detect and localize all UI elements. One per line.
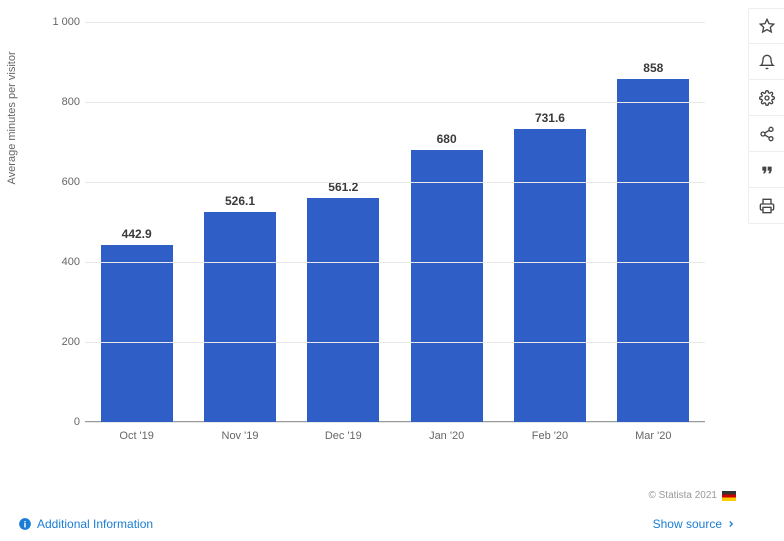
y-axis-label: Average minutes per visitor <box>6 51 18 184</box>
bar-group: 858Mar '20 <box>602 79 705 422</box>
x-tick-label: Nov '19 <box>222 430 259 442</box>
right-toolbar <box>748 8 784 224</box>
bar[interactable] <box>307 198 379 422</box>
print-icon <box>759 198 775 214</box>
grid-line <box>85 182 705 183</box>
plot-area: 442.9Oct '19526.1Nov '19561.2Dec '19680J… <box>85 22 705 422</box>
favorite-button[interactable] <box>749 8 784 44</box>
bell-icon <box>759 54 775 70</box>
footer-row: Additional Information Show source <box>18 517 736 531</box>
x-tick-label: Oct '19 <box>119 430 154 442</box>
y-tick-label: 400 <box>40 256 80 268</box>
copyright-row: © Statista 2021 <box>648 490 736 501</box>
star-icon <box>759 18 775 34</box>
bar-value-label: 526.1 <box>225 194 255 208</box>
share-icon <box>759 126 775 142</box>
bars-group: 442.9Oct '19526.1Nov '19561.2Dec '19680J… <box>85 22 705 422</box>
show-source-link[interactable]: Show source <box>653 517 736 531</box>
chart-container: Average minutes per visitor 442.9Oct '19… <box>30 10 730 480</box>
share-button[interactable] <box>749 116 784 152</box>
x-tick-label: Jan '20 <box>429 430 464 442</box>
y-tick-label: 800 <box>40 96 80 108</box>
flag-icon <box>722 491 736 501</box>
print-button[interactable] <box>749 188 784 224</box>
bar-value-label: 442.9 <box>122 227 152 241</box>
bar[interactable] <box>514 129 586 422</box>
bar-value-label: 731.6 <box>535 111 565 125</box>
bar[interactable] <box>617 79 689 422</box>
bar-group: 731.6Feb '20 <box>499 129 602 422</box>
bar[interactable] <box>204 212 276 422</box>
additional-info-link[interactable]: Additional Information <box>18 517 153 531</box>
show-source-label: Show source <box>653 517 722 531</box>
bar-group: 561.2Dec '19 <box>292 198 395 422</box>
chevron-right-icon <box>726 519 736 529</box>
grid-line <box>85 22 705 23</box>
bar-group: 526.1Nov '19 <box>189 212 292 422</box>
bar[interactable] <box>411 150 483 422</box>
x-tick-label: Feb '20 <box>532 430 568 442</box>
gear-icon <box>759 90 775 106</box>
grid-line <box>85 102 705 103</box>
y-tick-label: 200 <box>40 336 80 348</box>
y-tick-label: 0 <box>40 416 80 428</box>
notifications-button[interactable] <box>749 44 784 80</box>
quote-icon <box>759 162 775 178</box>
grid-line <box>85 262 705 263</box>
x-tick-label: Mar '20 <box>635 430 671 442</box>
bar[interactable] <box>101 245 173 422</box>
info-icon <box>18 517 32 531</box>
y-tick-label: 1 000 <box>40 16 80 28</box>
bar-group: 680Jan '20 <box>395 150 498 422</box>
settings-button[interactable] <box>749 80 784 116</box>
cite-button[interactable] <box>749 152 784 188</box>
bar-group: 442.9Oct '19 <box>85 245 188 422</box>
y-tick-label: 600 <box>40 176 80 188</box>
x-tick-label: Dec '19 <box>325 430 362 442</box>
additional-info-label: Additional Information <box>37 517 153 531</box>
bar-value-label: 680 <box>437 132 457 146</box>
grid-line <box>85 342 705 343</box>
copyright-text: © Statista 2021 <box>648 490 717 501</box>
bar-value-label: 858 <box>643 61 663 75</box>
grid-line <box>85 422 705 423</box>
